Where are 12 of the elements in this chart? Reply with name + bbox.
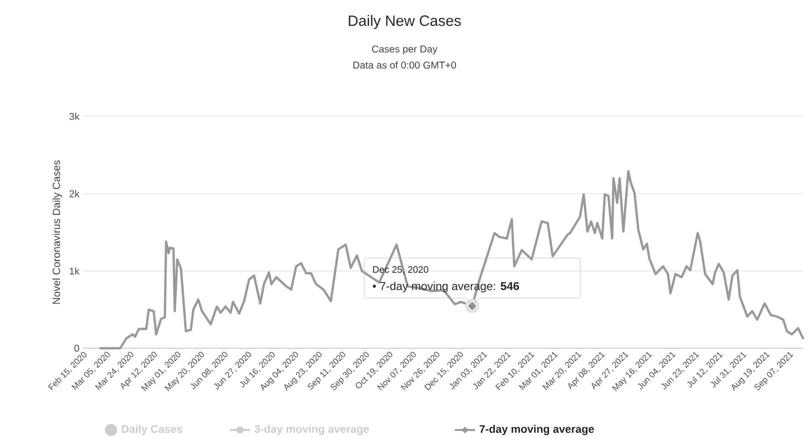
y-tick-label: 2k xyxy=(69,190,80,198)
text: Data as of 0:00 GMT+0 xyxy=(353,61,456,69)
y-tick-label: 3k xyxy=(69,112,80,120)
y-tick-label: 0 xyxy=(74,344,80,352)
legend-label: 7-day moving average xyxy=(480,424,594,436)
annotation: • 7-day moving average: 546 xyxy=(372,282,520,292)
annotation: Dec 25, 2020 xyxy=(373,266,428,274)
y-tick-label: 1k xyxy=(70,267,80,275)
line-series xyxy=(99,170,804,350)
chart-subtitle: Cases per Day xyxy=(372,45,438,54)
chart-title: Daily New Cases xyxy=(348,15,461,29)
y-axis-title: Novel Coronavirus Daily Cases xyxy=(52,160,62,304)
